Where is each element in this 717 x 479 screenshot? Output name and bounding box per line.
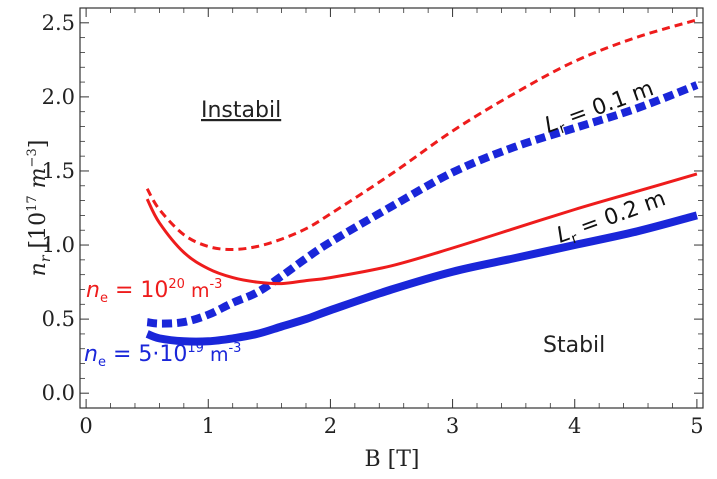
series-red-solid-thin-line (145, 172, 698, 286)
x-tick-label: 4 (568, 414, 581, 438)
x-tick-label: 2 (324, 414, 337, 438)
y-tick-label: 1.0 (42, 233, 75, 257)
instabil-label: Instabil (201, 98, 281, 123)
ne-red-label: ne = 1020 m-3 (86, 277, 222, 306)
lr-02-label: Lr = 0.2 m (554, 186, 671, 251)
plot-frame (79, 7, 704, 409)
x-tick-label: 5 (690, 414, 703, 438)
y-tick-label: 2.0 (42, 85, 75, 109)
x-axis-title: B [T] (365, 447, 420, 472)
y-tick-label: 0.5 (42, 307, 75, 331)
ne-blue-label: ne = 5·1019 m-3 (84, 341, 241, 370)
series-blue-solid-thick-line (145, 211, 698, 346)
y-tick-label: 0.0 (42, 381, 75, 405)
x-tick-label: 0 (79, 414, 92, 438)
series-layer (145, 18, 699, 346)
series-red-dashed-thin-line (145, 18, 698, 251)
ticks: 0 1 2 3 4 5 0.0 0.5 1.0 1.5 2.0 2.5 (42, 8, 704, 438)
y-tick-label: 1.5 (42, 159, 75, 183)
x-tick-label: 3 (446, 414, 459, 438)
stabil-label: Stabil (543, 333, 605, 358)
y-tick-label: 2.5 (42, 11, 75, 35)
series-blue-dashed-thick-line (146, 81, 699, 328)
x-tick-label: 1 (202, 414, 215, 438)
y-axis-title: nr [1017 m−3] (25, 140, 54, 277)
